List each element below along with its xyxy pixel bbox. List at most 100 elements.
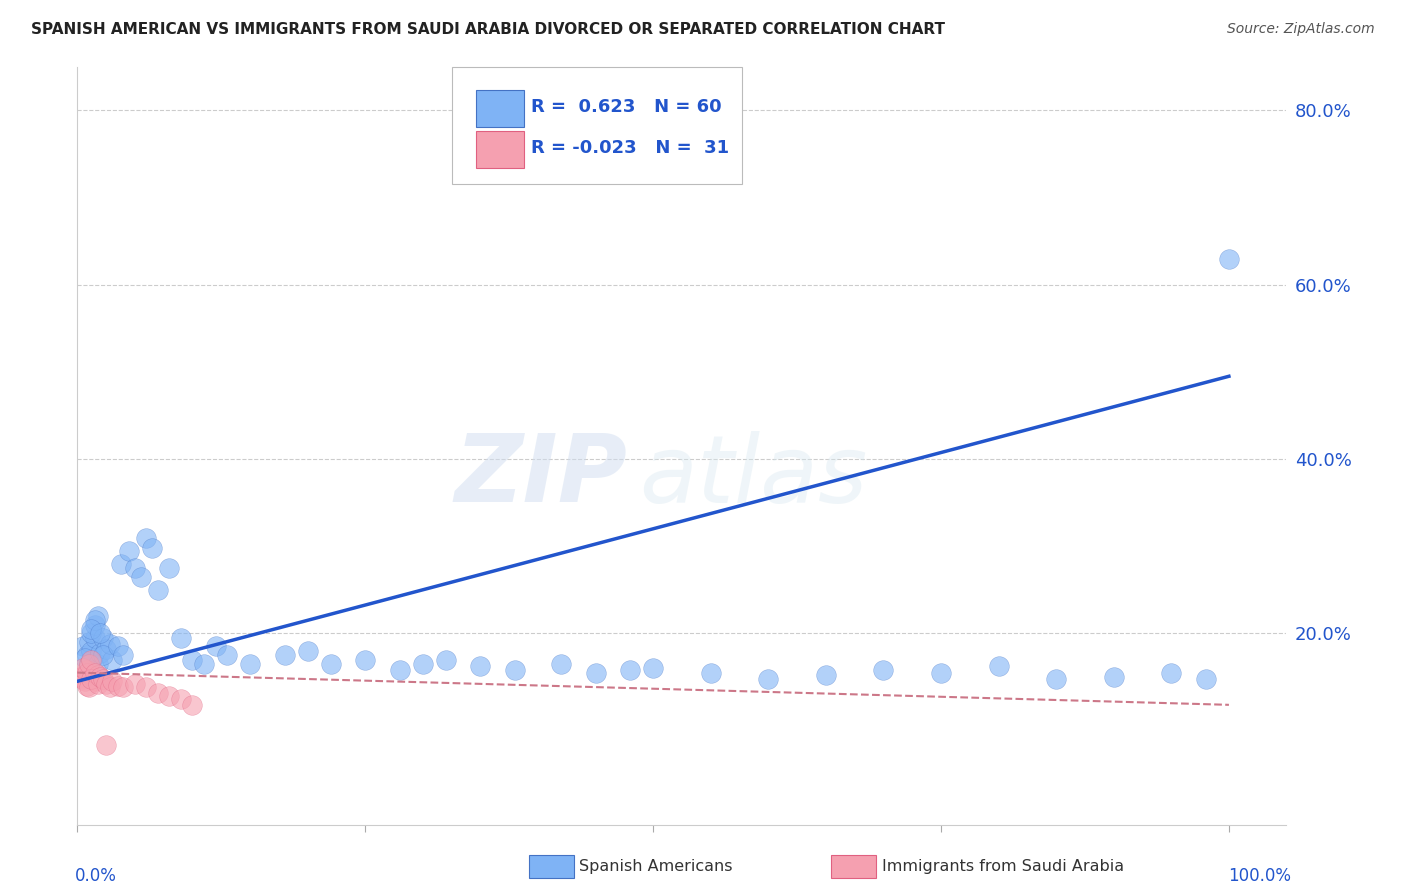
Point	[94, 677, 117, 691]
Text: Spanish Americans: Spanish Americans	[579, 859, 733, 873]
Y-axis label: Divorced or Separated: Divorced or Separated	[0, 352, 8, 540]
Point	[87, 657, 110, 671]
Point	[75, 674, 97, 689]
Point	[77, 681, 100, 695]
Point	[112, 648, 135, 662]
Point	[170, 691, 193, 706]
Point	[101, 674, 124, 689]
Point	[929, 665, 952, 680]
Point	[159, 689, 181, 703]
Text: atlas: atlas	[640, 431, 868, 522]
Point	[297, 644, 319, 658]
Point	[87, 677, 110, 691]
Point	[72, 672, 94, 686]
Text: Source: ZipAtlas.com: Source: ZipAtlas.com	[1227, 22, 1375, 37]
Point	[72, 640, 94, 654]
Point	[619, 663, 641, 677]
Point	[388, 663, 411, 677]
Point	[434, 652, 457, 666]
Point	[107, 679, 129, 693]
Point	[215, 648, 238, 662]
Point	[204, 640, 226, 654]
Point	[135, 531, 157, 545]
Text: 100.0%: 100.0%	[1229, 867, 1292, 885]
Point	[124, 677, 146, 691]
Point	[1218, 252, 1240, 266]
Point	[146, 582, 169, 597]
Text: ZIP: ZIP	[454, 430, 627, 523]
Point	[756, 672, 779, 686]
Point	[91, 672, 114, 686]
Point	[80, 652, 103, 666]
Point	[872, 663, 894, 677]
Point	[814, 668, 837, 682]
Point	[1102, 670, 1125, 684]
Text: R =  0.623   N = 60: R = 0.623 N = 60	[531, 98, 721, 116]
Point	[273, 648, 295, 662]
Point	[80, 644, 103, 658]
Point	[83, 674, 105, 689]
Point	[129, 570, 152, 584]
Point	[181, 652, 204, 666]
Point	[118, 543, 141, 558]
Point	[91, 631, 114, 645]
Point	[1045, 672, 1067, 686]
Point	[135, 681, 157, 695]
Point	[77, 657, 100, 671]
Point	[89, 646, 111, 660]
Point	[75, 650, 97, 665]
Point	[141, 541, 163, 555]
Point	[354, 652, 377, 666]
Text: 0.0%: 0.0%	[75, 867, 117, 885]
Point	[76, 679, 98, 693]
Point	[146, 685, 169, 699]
Point	[643, 661, 665, 675]
Point	[94, 642, 117, 657]
Text: Immigrants from Saudi Arabia: Immigrants from Saudi Arabia	[882, 859, 1123, 873]
Point	[76, 665, 98, 680]
Point	[89, 626, 111, 640]
Point	[124, 561, 146, 575]
Point	[101, 652, 124, 666]
Point	[89, 670, 111, 684]
Point	[470, 659, 492, 673]
Point	[585, 665, 607, 680]
FancyBboxPatch shape	[477, 131, 523, 169]
Text: R = -0.023   N =  31: R = -0.023 N = 31	[531, 139, 728, 157]
Point	[80, 622, 103, 636]
FancyBboxPatch shape	[477, 89, 523, 127]
Point	[181, 698, 204, 712]
Point	[76, 648, 98, 662]
Point	[83, 613, 105, 627]
Point	[412, 657, 434, 671]
Point	[1160, 665, 1182, 680]
Point	[80, 672, 103, 686]
Point	[1195, 672, 1218, 686]
Point	[94, 738, 117, 752]
Point	[80, 626, 103, 640]
Point	[699, 665, 721, 680]
Point	[80, 672, 103, 686]
Point	[77, 635, 100, 649]
Point	[107, 640, 129, 654]
Point	[550, 657, 572, 671]
Point	[87, 668, 110, 682]
Point	[77, 668, 100, 682]
Point	[83, 617, 105, 632]
Point	[193, 657, 215, 671]
Point	[87, 609, 110, 624]
Point	[83, 631, 105, 645]
Point	[69, 670, 91, 684]
Text: SPANISH AMERICAN VS IMMIGRANTS FROM SAUDI ARABIA DIVORCED OR SEPARATED CORRELATI: SPANISH AMERICAN VS IMMIGRANTS FROM SAUD…	[31, 22, 945, 37]
Point	[98, 681, 121, 695]
Point	[83, 665, 105, 680]
Point	[987, 659, 1010, 673]
Point	[98, 637, 121, 651]
Point	[170, 631, 193, 645]
Point	[91, 648, 114, 662]
Point	[112, 681, 135, 695]
Point	[110, 557, 132, 571]
Point	[503, 663, 526, 677]
FancyBboxPatch shape	[453, 67, 742, 185]
Point	[76, 663, 98, 677]
